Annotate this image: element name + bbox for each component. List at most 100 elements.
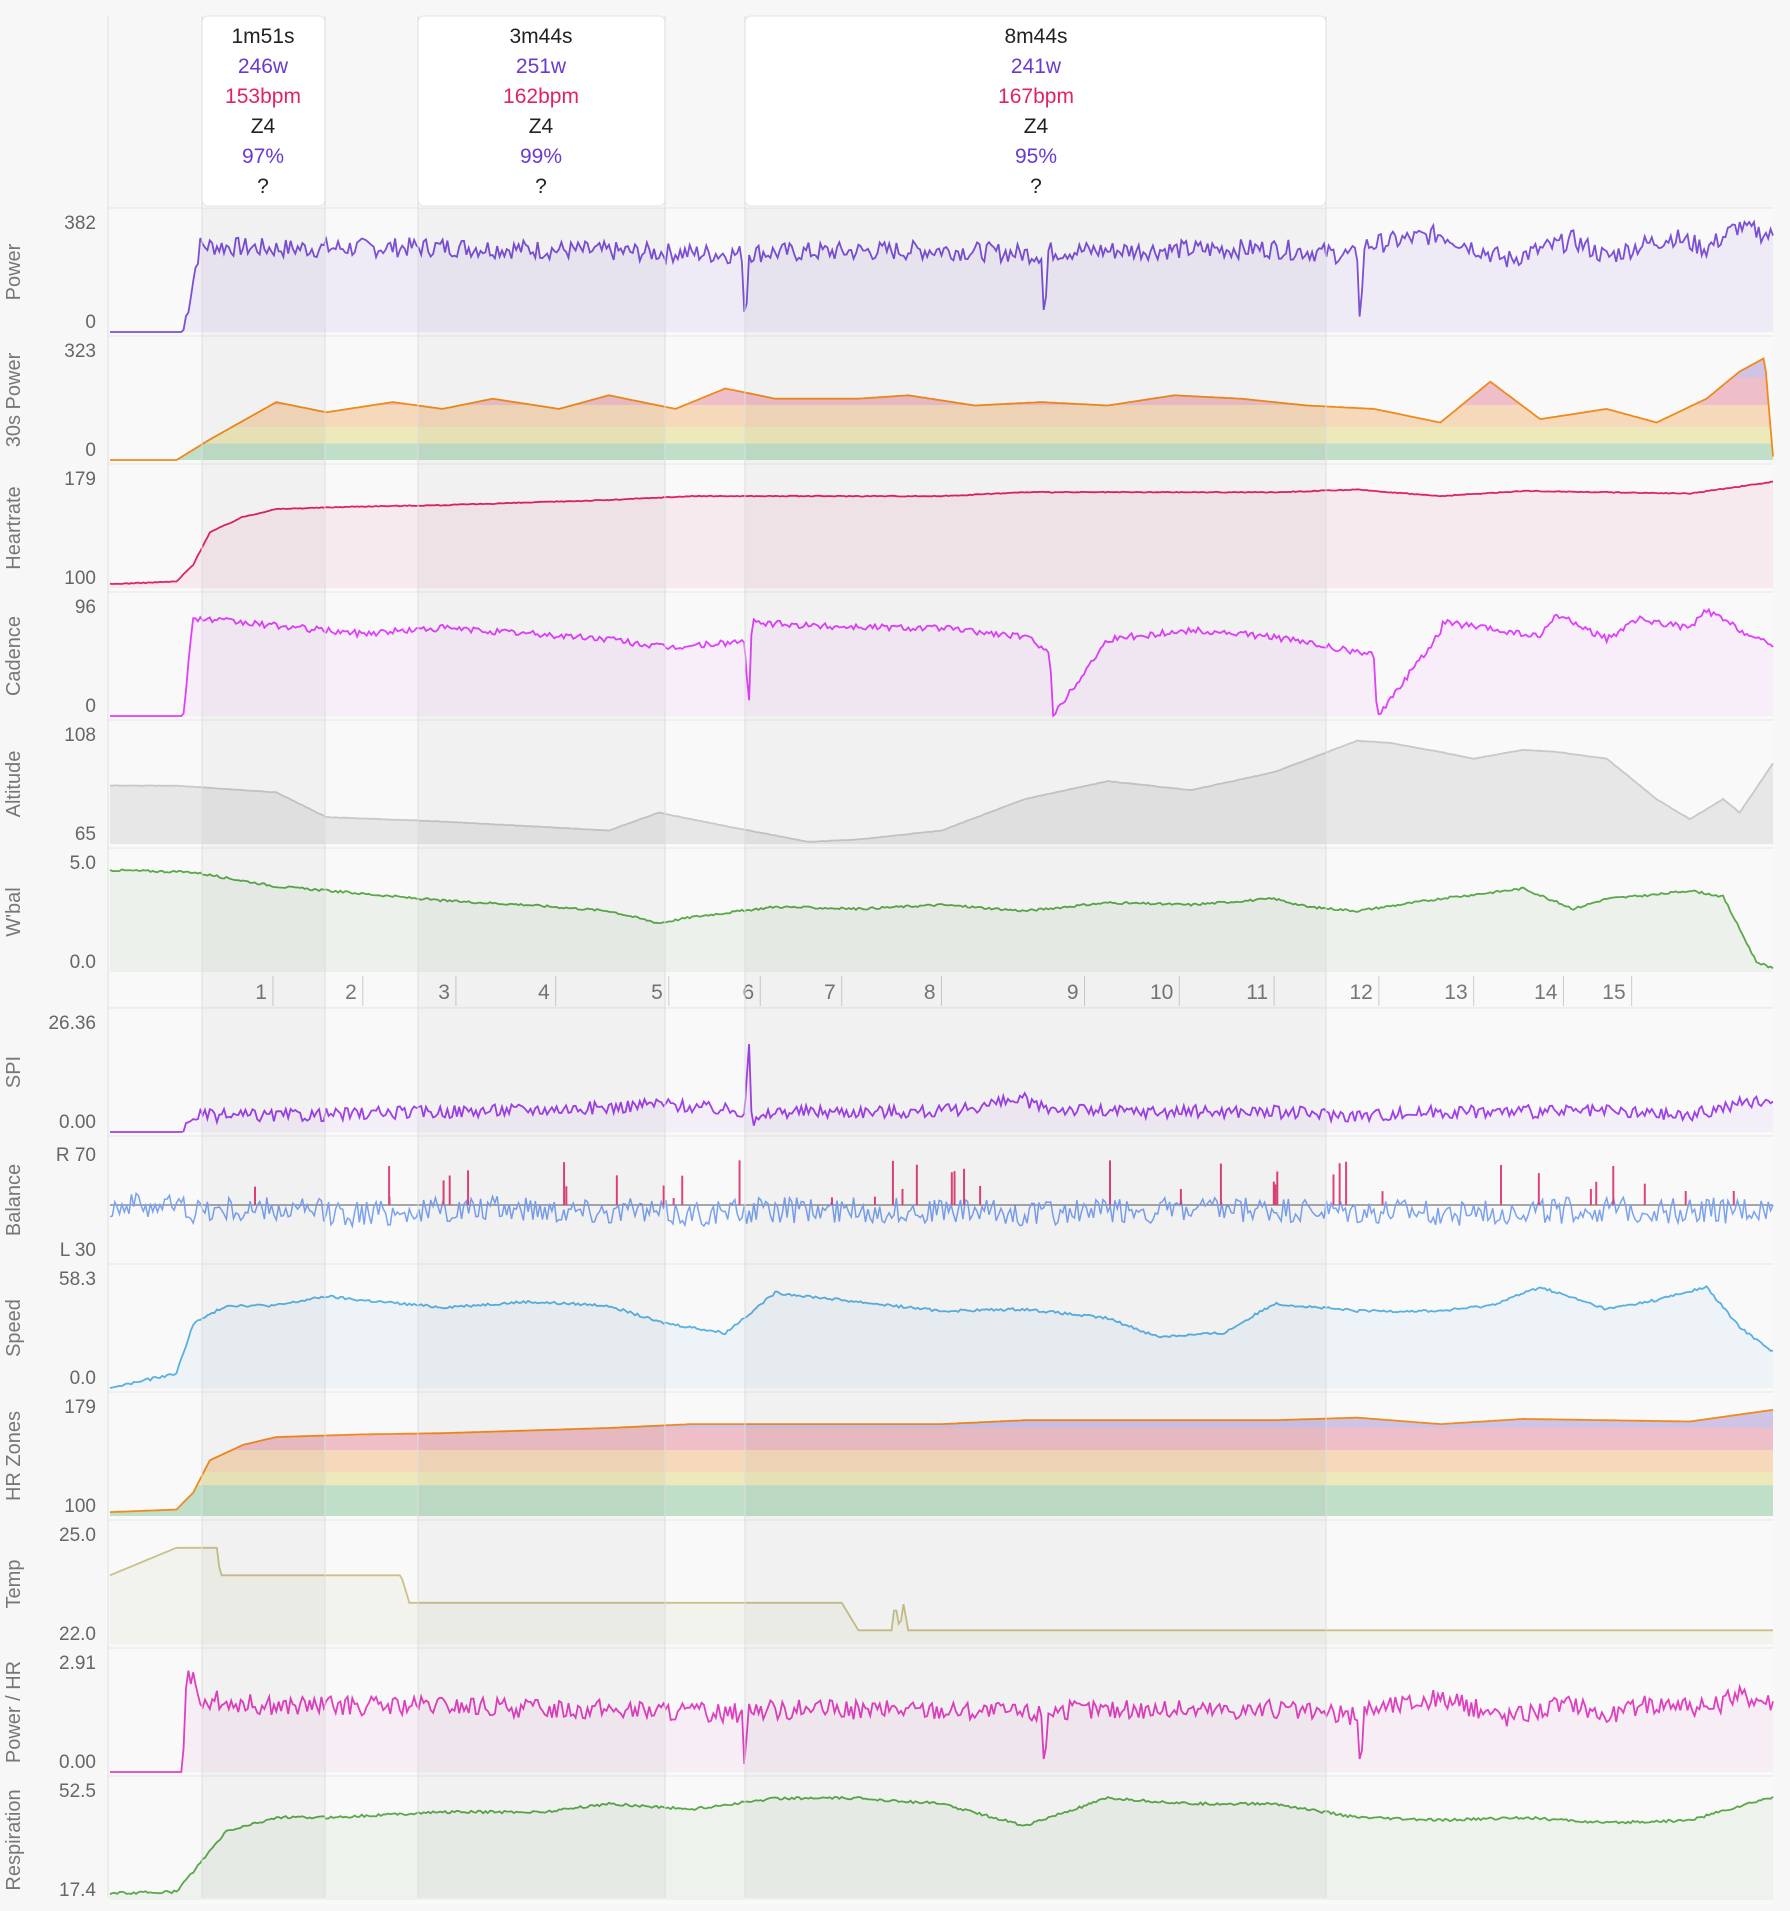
panel-background <box>110 1648 1773 1776</box>
interval-box[interactable]: 3m44s 251w 162bpm Z4 99% ? <box>417 15 666 207</box>
interval-band <box>202 208 325 1898</box>
interval-duration: 8m44s <box>1004 25 1067 48</box>
panel-background <box>110 592 1773 720</box>
interval-bands <box>107 16 1327 1898</box>
series-area <box>110 222 1773 332</box>
panel-background <box>110 848 1773 976</box>
lap-label: 6 <box>743 981 755 1004</box>
series-area <box>110 1286 1773 1388</box>
lap-label: 13 <box>1444 981 1467 1004</box>
lap-label: 4 <box>538 981 550 1004</box>
interval-extra: ? <box>535 175 547 198</box>
panel-ymin-label: 0.0 <box>70 1368 96 1389</box>
panel-ymax-label: 2.91 <box>59 1653 96 1674</box>
lap-label: 8 <box>924 981 936 1004</box>
panel-ymin-label: 0.00 <box>59 1752 96 1773</box>
lap-label: 2 <box>345 981 357 1004</box>
zone-band <box>110 405 1773 427</box>
series-area <box>110 1670 1773 1772</box>
panel-background <box>110 1776 1773 1904</box>
panel-ylabel: Speed <box>3 1299 25 1357</box>
zone-band <box>110 1428 1773 1450</box>
interval-percent: 97% <box>242 145 284 168</box>
panel-ymax-label: 382 <box>64 213 96 234</box>
panel-background <box>110 208 1773 336</box>
panel-ylabel: Balance <box>3 1164 25 1236</box>
zone-band <box>110 443 1773 460</box>
interval-power: 246w <box>238 55 289 78</box>
interval-heartrate: 162bpm <box>503 85 579 108</box>
panel-ymin-label: 17.4 <box>59 1880 96 1901</box>
series-area <box>110 1547 1773 1644</box>
interval-heartrate: 153bpm <box>225 85 301 108</box>
panel-ylabel: Temp <box>3 1560 25 1609</box>
panel-ylabel: Heartrate <box>3 486 25 569</box>
interval-duration: 3m44s <box>509 25 572 48</box>
panel-ylabel: Altitude <box>3 751 25 818</box>
interval-extra: ? <box>257 175 269 198</box>
lap-label: 3 <box>438 981 450 1004</box>
interval-heartrate: 167bpm <box>998 85 1074 108</box>
panel-ymax-label: R 70 <box>56 1145 96 1166</box>
interval-power: 251w <box>516 55 567 78</box>
panel-ymin-label: 0.0 <box>70 952 96 973</box>
panel-ylabel: HR Zones <box>3 1411 25 1501</box>
panel-ymax-label: 52.5 <box>59 1781 96 1802</box>
lap-label: 12 <box>1350 981 1373 1004</box>
interval-band <box>418 208 665 1898</box>
panel-ymin-label: 100 <box>64 1496 96 1517</box>
series-line <box>110 1044 1774 1133</box>
panel-ylabel: W'bal <box>3 887 25 936</box>
zone-band <box>110 427 1773 444</box>
zone-band <box>110 1450 1773 1472</box>
interval-zone: Z4 <box>1024 115 1049 138</box>
panel-ymin-label: 0 <box>85 312 96 333</box>
zone-band <box>110 1472 1773 1486</box>
panel-ymin-label: L 30 <box>60 1240 96 1261</box>
panel-ymax-label: 323 <box>64 341 96 362</box>
series-area <box>110 740 1773 844</box>
panel-ylabel: 30s Power <box>3 352 25 447</box>
panel-background <box>110 464 1773 592</box>
lap-label: 5 <box>651 981 663 1004</box>
panel-ymax-label: 108 <box>64 725 96 746</box>
series-line <box>109 739 1774 843</box>
panel-ylabel: Respiration <box>3 1789 25 1890</box>
lap-label: 15 <box>1602 981 1625 1004</box>
panel-ymin-label: 0.00 <box>59 1112 96 1133</box>
interval-boxes: 1m51s 246w 153bpm Z4 97% ? 3m44s 251w 16… <box>201 15 1327 207</box>
panel-background <box>110 1392 1773 1520</box>
series-area <box>110 869 1773 972</box>
series-line <box>109 480 1774 585</box>
panel-ylabel: Power / HR <box>3 1661 25 1763</box>
lap-markers: 123456789101112131415 <box>110 976 1773 1006</box>
series-area <box>110 609 1773 716</box>
lap-label: 1 <box>255 981 267 1004</box>
series-line <box>109 1192 1774 1230</box>
panel-ymax-label: 179 <box>64 469 96 490</box>
panel-ymin-label: 0 <box>85 440 96 461</box>
panel-background <box>110 1520 1773 1648</box>
lap-label: 11 <box>1246 981 1268 1004</box>
interval-power: 241w <box>1011 55 1062 78</box>
panel-ylabel: Power <box>3 243 25 300</box>
series-line <box>110 219 1774 333</box>
panel-ylabel: Cadence <box>3 616 25 696</box>
series-line <box>110 357 1774 461</box>
panel-background <box>110 720 1773 848</box>
lap-label: 10 <box>1150 981 1173 1004</box>
interval-box[interactable]: 1m51s 246w 153bpm Z4 97% ? <box>201 15 326 207</box>
interval-extra: ? <box>1030 175 1042 198</box>
panel-background <box>110 1264 1773 1392</box>
interval-zone: Z4 <box>251 115 276 138</box>
lap-label: 14 <box>1534 981 1558 1004</box>
zone-band <box>110 1485 1773 1516</box>
panel-ymin-label: 22.0 <box>59 1624 96 1645</box>
panel-ymax-label: 179 <box>64 1397 96 1418</box>
lap-label: 7 <box>824 981 836 1004</box>
panel-background <box>110 1008 1773 1136</box>
interval-box[interactable]: 8m44s 241w 167bpm Z4 95% ? <box>744 15 1327 207</box>
